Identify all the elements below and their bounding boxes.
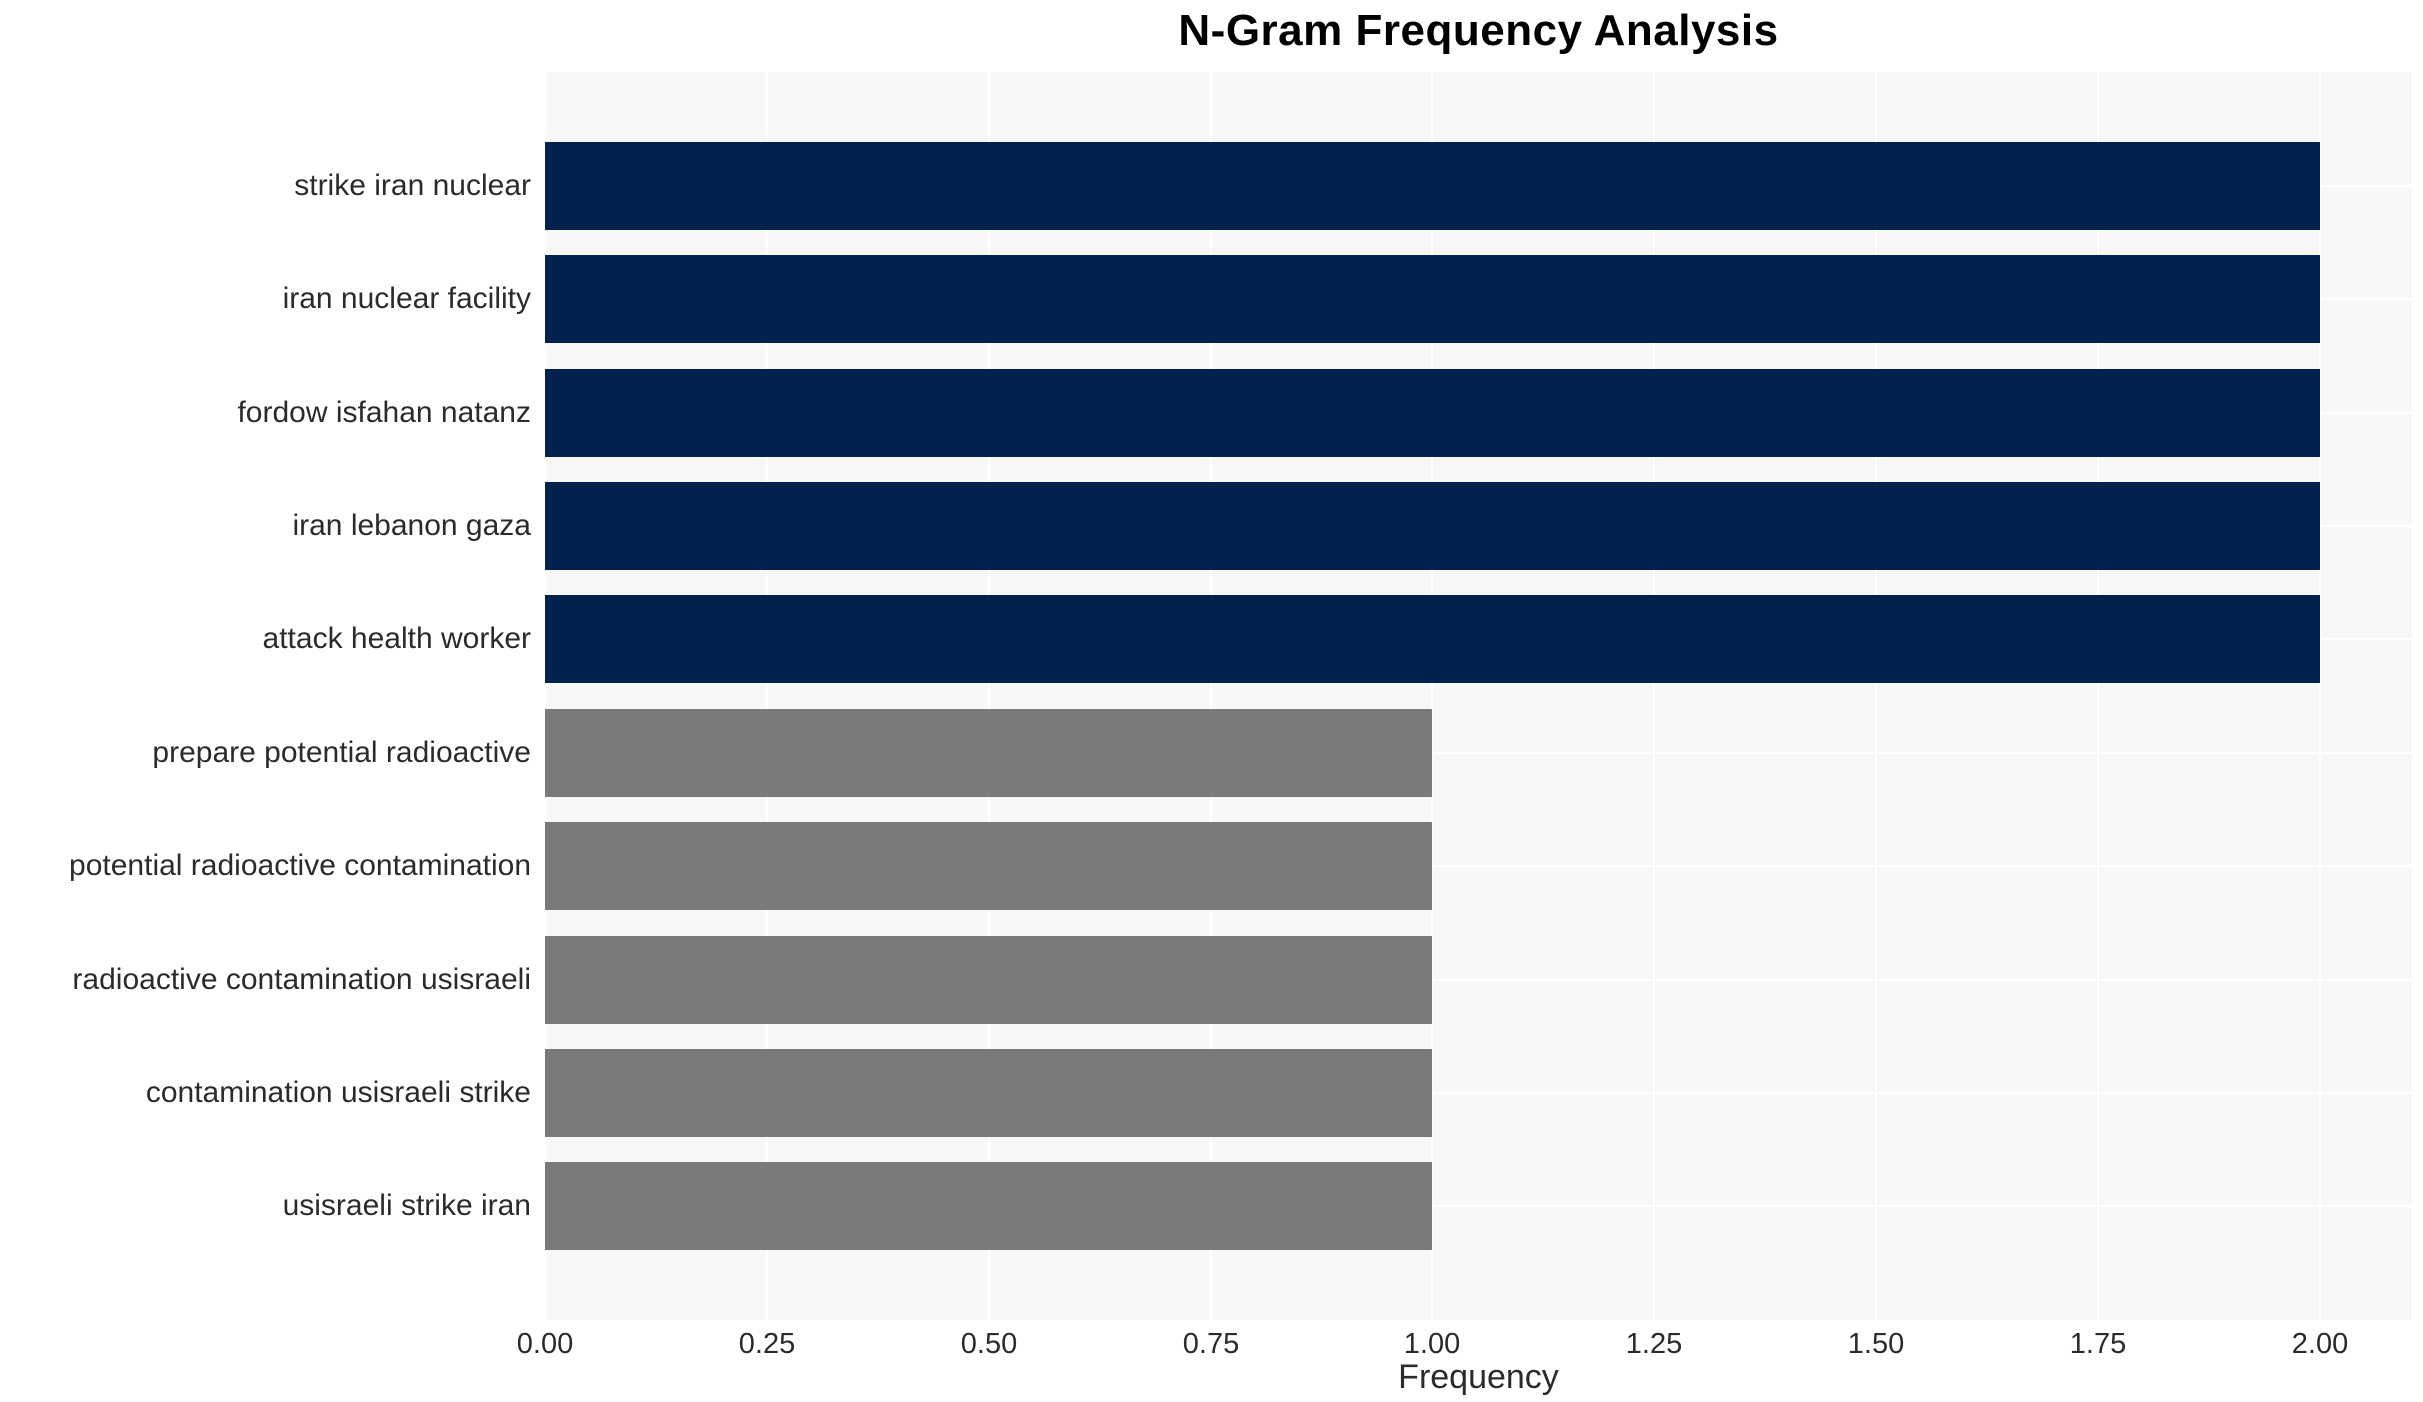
bar: [545, 595, 2320, 683]
y-tick-label: iran lebanon gaza: [292, 509, 531, 542]
x-tick-label: 0.50: [960, 1328, 1018, 1360]
bar: [545, 255, 2320, 343]
x-gridline-1.75: [2097, 72, 2099, 1320]
chart-title: N-Gram Frequency Analysis: [1178, 6, 1779, 55]
x-tick-label: 0.25: [738, 1328, 796, 1360]
bar: [545, 936, 1432, 1024]
plot-area: [544, 72, 2412, 1320]
bar: [545, 482, 2320, 570]
x-gridline-0.75: [1210, 72, 1212, 1320]
y-tick-label: strike iran nuclear: [294, 169, 531, 202]
x-gridline-1.00: [1431, 72, 1433, 1320]
y-tick-label: iran nuclear facility: [282, 282, 531, 315]
x-tick-label: 2.00: [2291, 1328, 2349, 1360]
bar: [545, 1162, 1432, 1250]
x-gridline-2.00: [2319, 72, 2321, 1320]
bar: [545, 142, 2320, 230]
x-gridline-1.25: [1653, 72, 1655, 1320]
bar: [545, 369, 2320, 457]
y-gridline: [545, 752, 2412, 754]
x-tick-label: 1.00: [1403, 1328, 1461, 1360]
y-gridline: [545, 979, 2412, 981]
x-gridline-0.25: [766, 72, 768, 1320]
y-tick-label: attack health worker: [262, 622, 531, 655]
x-gridline-0.00: [544, 72, 546, 1320]
y-gridline: [545, 1092, 2412, 1094]
bar: [545, 709, 1432, 797]
y-gridline: [545, 865, 2412, 867]
bar: [545, 822, 1432, 910]
y-tick-label: usisraeli strike iran: [282, 1189, 531, 1222]
x-tick-label: 0.75: [1182, 1328, 1240, 1360]
x-axis-title: Frequency: [1398, 1358, 1559, 1396]
x-tick-label: 1.50: [1847, 1328, 1905, 1360]
x-tick-label: 1.25: [1625, 1328, 1683, 1360]
y-gridline: [545, 1205, 2412, 1207]
bar: [545, 1049, 1432, 1137]
x-tick-label: 0.00: [516, 1328, 574, 1360]
x-gridline-1.50: [1875, 72, 1877, 1320]
x-tick-label: 1.75: [2069, 1328, 2127, 1360]
y-tick-label: fordow isfahan natanz: [237, 396, 531, 429]
y-tick-label: contamination usisraeli strike: [145, 1076, 531, 1109]
x-gridline-0.50: [988, 72, 990, 1320]
y-tick-label: prepare potential radioactive: [152, 736, 531, 769]
y-tick-label: radioactive contamination usisraeli: [72, 963, 531, 996]
y-tick-label: potential radioactive contamination: [69, 849, 531, 882]
